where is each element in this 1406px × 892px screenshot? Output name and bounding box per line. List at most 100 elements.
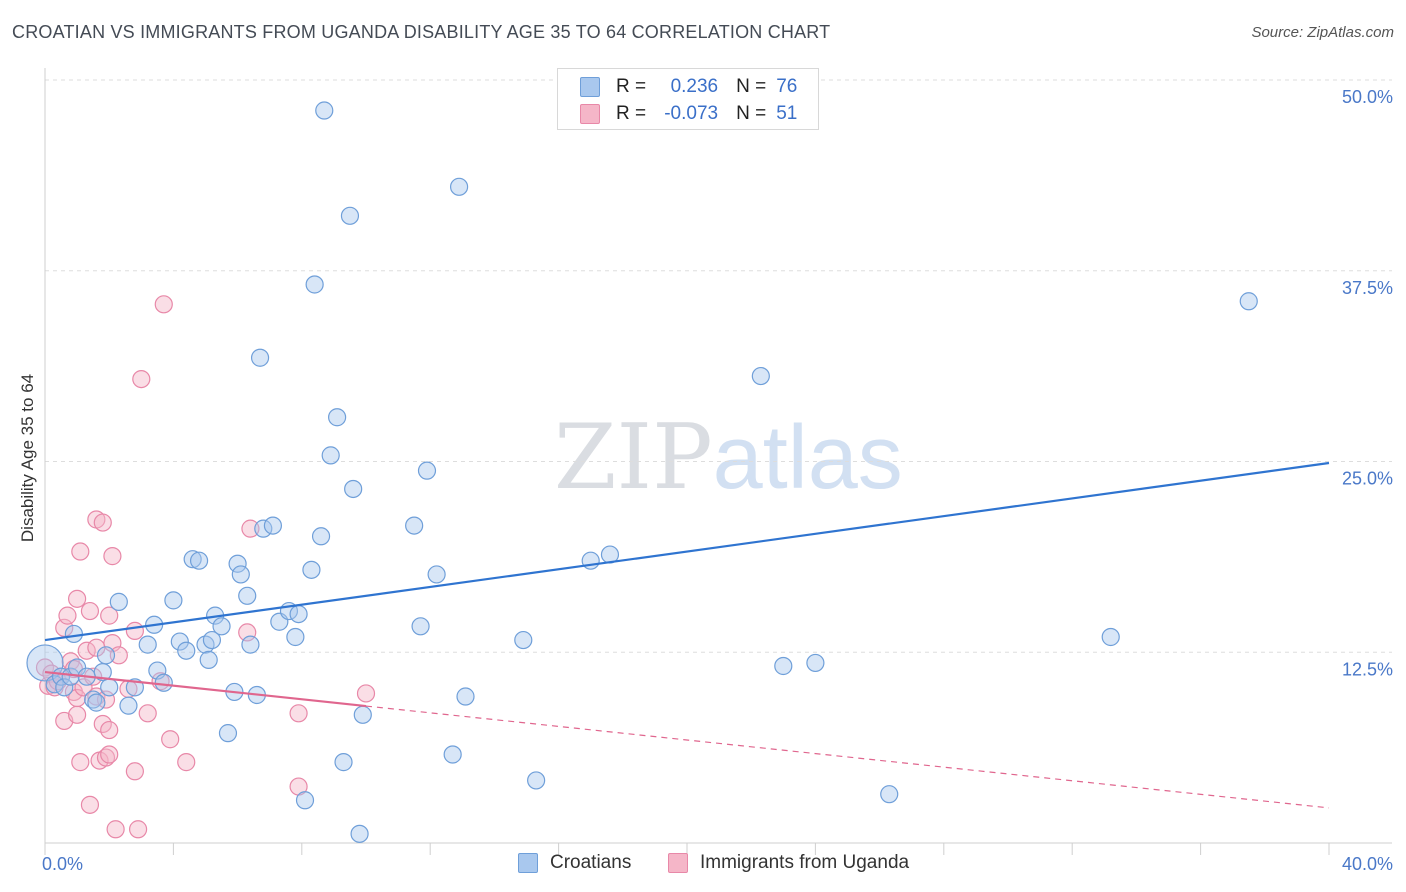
uganda-point: [138, 704, 157, 723]
x-tick-label: 40.0%: [1342, 854, 1393, 874]
y-tick-label: 37.5%: [1342, 278, 1393, 298]
uganda-point: [241, 519, 260, 538]
croatian-point: [100, 678, 119, 697]
legend-label: Immigrants from Uganda: [700, 852, 910, 873]
source-credit: Source: ZipAtlas.com: [1251, 24, 1394, 41]
uganda-point: [80, 601, 100, 621]
chart-title: CROATIAN VS IMMIGRANTS FROM UGANDA DISAB…: [12, 22, 831, 42]
croatian-point: [774, 656, 793, 676]
uganda-point: [177, 753, 196, 772]
uganda-point: [58, 606, 77, 625]
croatian-point: [311, 527, 331, 546]
axes: [44, 68, 1392, 855]
legend-n-value: 51: [776, 103, 798, 124]
legend-row-croatians: R = 0.236 N = 76: [580, 75, 797, 99]
croatian-point: [328, 408, 347, 427]
croatian-point: [64, 624, 83, 644]
croatian-point: [427, 565, 446, 584]
uganda-point: [67, 589, 87, 608]
croatian-point: [202, 630, 222, 650]
legend-n-value: 76: [776, 76, 798, 97]
croatian-point: [177, 641, 196, 660]
croatian-point: [286, 627, 305, 647]
uganda-point: [289, 704, 308, 723]
stats-legend: R = 0.236 N = 76 R = -0.073 N = 51: [557, 68, 819, 130]
trend-lines: [44, 461, 1330, 809]
uganda-point: [100, 606, 119, 625]
croatian-point: [55, 678, 74, 697]
croatian-point: [228, 554, 247, 573]
croatian-point: [1101, 627, 1120, 647]
watermark: ZIPatlas: [554, 405, 903, 510]
croatian-point: [514, 630, 533, 650]
croatian-point: [119, 696, 138, 715]
croatian-point: [154, 673, 173, 692]
croatian-point: [751, 366, 770, 386]
croatian-point: [334, 753, 353, 772]
croatian-point: [449, 177, 469, 196]
uganda-trend-line-solid: [44, 670, 367, 708]
uganda-point: [67, 705, 87, 724]
croatian-point: [880, 785, 899, 804]
legend-swatch-blue: [580, 77, 600, 97]
croatian-point: [411, 617, 430, 636]
croatian-point: [806, 653, 825, 673]
grid-lines: [45, 79, 1392, 653]
uganda-point: [154, 295, 173, 314]
series-legend: Croatians Immigrants from Uganda: [0, 852, 1406, 878]
legend-r-label: R =: [616, 76, 647, 97]
croatian-points: [26, 101, 1258, 843]
uganda-point: [71, 753, 90, 772]
croatian-point: [295, 791, 315, 810]
croatian-point: [231, 565, 250, 584]
croatian-point: [164, 591, 183, 610]
y-tick-label: 12.5%: [1342, 659, 1393, 679]
croatian-point: [84, 690, 103, 709]
legend-r-value: 0.236: [670, 76, 719, 97]
uganda-point: [100, 745, 119, 764]
uganda-point: [100, 720, 119, 740]
uganda-point: [109, 646, 128, 665]
uganda-point: [132, 369, 151, 389]
croatian-point: [527, 771, 546, 790]
croatian-point: [138, 635, 157, 654]
legend-label: Croatians: [550, 852, 632, 873]
legend-item-croatians[interactable]: Croatians: [518, 852, 631, 874]
uganda-point: [93, 513, 112, 532]
croatian-point: [353, 705, 372, 724]
croatian-point: [302, 560, 321, 579]
croatian-point: [405, 516, 424, 535]
croatian-point: [183, 550, 202, 569]
croatian-point: [96, 646, 116, 665]
croatian-point: [212, 617, 231, 636]
croatian-point: [417, 461, 437, 480]
uganda-points: [35, 295, 376, 839]
croatian-point: [238, 586, 257, 605]
watermark-zip: ZIP: [554, 405, 713, 510]
y-tick-label: 25.0%: [1342, 469, 1393, 489]
legend-item-uganda[interactable]: Immigrants from Uganda: [668, 852, 909, 874]
legend-swatch-pink: [580, 104, 600, 124]
croatian-point: [456, 687, 475, 706]
uganda-point: [161, 730, 180, 749]
legend-n-label: N =: [736, 76, 767, 97]
croatian-point: [199, 650, 218, 669]
croatian-point: [344, 479, 363, 499]
croatian-point: [109, 592, 128, 611]
croatian-point: [443, 745, 462, 764]
croatian-point: [1239, 292, 1258, 311]
watermark-atlas: atlas: [712, 408, 903, 508]
croatian-point: [170, 632, 189, 651]
croatian-point: [189, 551, 209, 570]
legend-n-label: N =: [736, 103, 767, 124]
legend-swatch-pink: [668, 853, 688, 873]
croatian-point: [350, 824, 369, 843]
legend-swatch-blue: [518, 853, 538, 873]
uganda-point: [67, 688, 87, 708]
tick-labels: 12.5% 25.0% 37.5% 50.0% 0.0% 40.0%: [42, 87, 1393, 874]
croatian-point: [315, 101, 334, 120]
croatian-point: [305, 275, 324, 294]
uganda-point: [71, 542, 90, 561]
croatian-point: [241, 635, 260, 654]
